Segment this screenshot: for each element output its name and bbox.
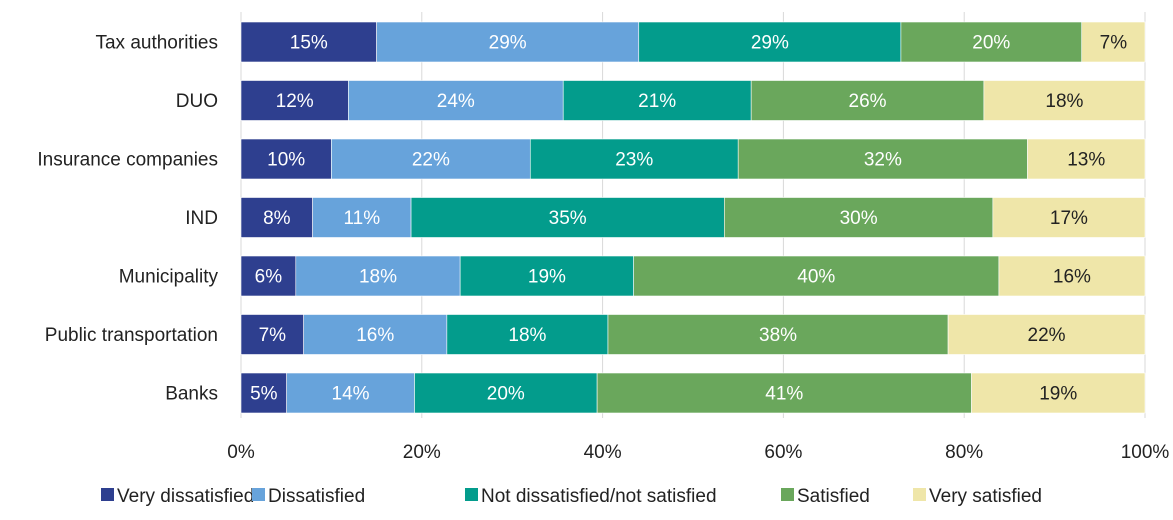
bar-segment	[240, 255, 297, 297]
legend-label: Very satisfied	[929, 486, 1042, 507]
legend-label: Satisfied	[797, 486, 870, 507]
legend-label: Very dissatisfied	[117, 486, 254, 507]
data-label: 32%	[864, 150, 902, 171]
category-label: Tax authorities	[95, 33, 218, 54]
bar-segment	[992, 197, 1146, 238]
bar-segment	[331, 138, 531, 180]
bar-segment	[1027, 138, 1146, 180]
bar-segment	[1081, 21, 1146, 63]
bar-segment	[240, 80, 349, 121]
bar-segment	[286, 372, 415, 414]
bar-segment	[983, 80, 1146, 121]
legend-label: Not dissatisfied/not satisfied	[481, 486, 717, 507]
bar-segment	[638, 21, 902, 63]
data-label: 22%	[1028, 325, 1066, 346]
data-label: 12%	[276, 91, 314, 112]
legend-swatch	[101, 488, 114, 501]
bar-segment	[633, 255, 1000, 297]
x-tick-label: 100%	[1121, 442, 1170, 463]
category-label: IND	[185, 208, 218, 229]
data-label: 26%	[849, 91, 887, 112]
data-label: 29%	[751, 33, 789, 54]
data-label: 16%	[356, 325, 394, 346]
bar-segment	[240, 372, 287, 414]
bar-segment	[900, 21, 1083, 63]
data-label: 20%	[972, 33, 1010, 54]
data-label: 8%	[263, 208, 291, 229]
data-label: 10%	[267, 150, 305, 171]
data-label: 6%	[255, 267, 283, 288]
bar-segment	[240, 138, 332, 180]
data-label: 35%	[549, 208, 587, 229]
x-tick-label: 40%	[584, 442, 622, 463]
bar-segment	[240, 21, 377, 63]
bar-segment	[348, 80, 564, 121]
bar-segment	[459, 255, 634, 297]
data-label: 18%	[359, 267, 397, 288]
data-label: 5%	[250, 384, 278, 405]
data-label: 29%	[489, 33, 527, 54]
data-label: 17%	[1050, 208, 1088, 229]
legend-swatch	[465, 488, 478, 501]
bar-segment	[607, 314, 949, 355]
data-label: 30%	[840, 208, 878, 229]
legend-label: Dissatisfied	[268, 486, 365, 507]
data-label: 18%	[1045, 91, 1083, 112]
data-label: 40%	[797, 267, 835, 288]
bar-segment	[596, 372, 972, 414]
data-label: 41%	[765, 384, 803, 405]
data-label: 23%	[615, 150, 653, 171]
data-label: 20%	[487, 384, 525, 405]
bar-segment	[737, 138, 1028, 180]
data-label: 21%	[638, 91, 676, 112]
x-tick-label: 60%	[764, 442, 802, 463]
data-label: 22%	[412, 150, 450, 171]
bar-segment	[947, 314, 1146, 355]
bar-segment	[414, 372, 598, 414]
data-label: 19%	[1039, 384, 1077, 405]
data-label: 14%	[332, 384, 370, 405]
data-label: 24%	[437, 91, 475, 112]
bar-segment	[998, 255, 1146, 297]
bar-segment	[446, 314, 609, 355]
x-tick-label: 0%	[227, 442, 255, 463]
legend-swatch	[252, 488, 265, 501]
bar-segment	[529, 138, 739, 180]
legend-swatch	[913, 488, 926, 501]
bar-segment	[750, 80, 985, 121]
data-label: 16%	[1053, 267, 1091, 288]
bar-segment	[240, 314, 304, 355]
bar-segment	[312, 197, 412, 238]
category-label: Municipality	[119, 267, 219, 288]
bar-segment	[303, 314, 448, 355]
data-label: 7%	[1100, 33, 1128, 54]
bar-segment	[410, 197, 725, 238]
legend-swatch	[781, 488, 794, 501]
data-label: 18%	[508, 325, 546, 346]
category-label: DUO	[176, 91, 218, 112]
x-tick-label: 80%	[945, 442, 983, 463]
data-label: 11%	[344, 208, 381, 229]
category-label: Public transportation	[45, 325, 218, 346]
category-label: Insurance companies	[37, 150, 218, 171]
data-label: 15%	[290, 33, 328, 54]
bar-segment	[562, 80, 752, 121]
category-label: Banks	[165, 384, 218, 405]
data-label: 7%	[259, 325, 287, 346]
data-label: 13%	[1067, 150, 1105, 171]
x-tick-label: 20%	[403, 442, 441, 463]
data-label: 19%	[528, 267, 566, 288]
data-label: 38%	[759, 325, 797, 346]
bar-segment	[971, 372, 1146, 414]
